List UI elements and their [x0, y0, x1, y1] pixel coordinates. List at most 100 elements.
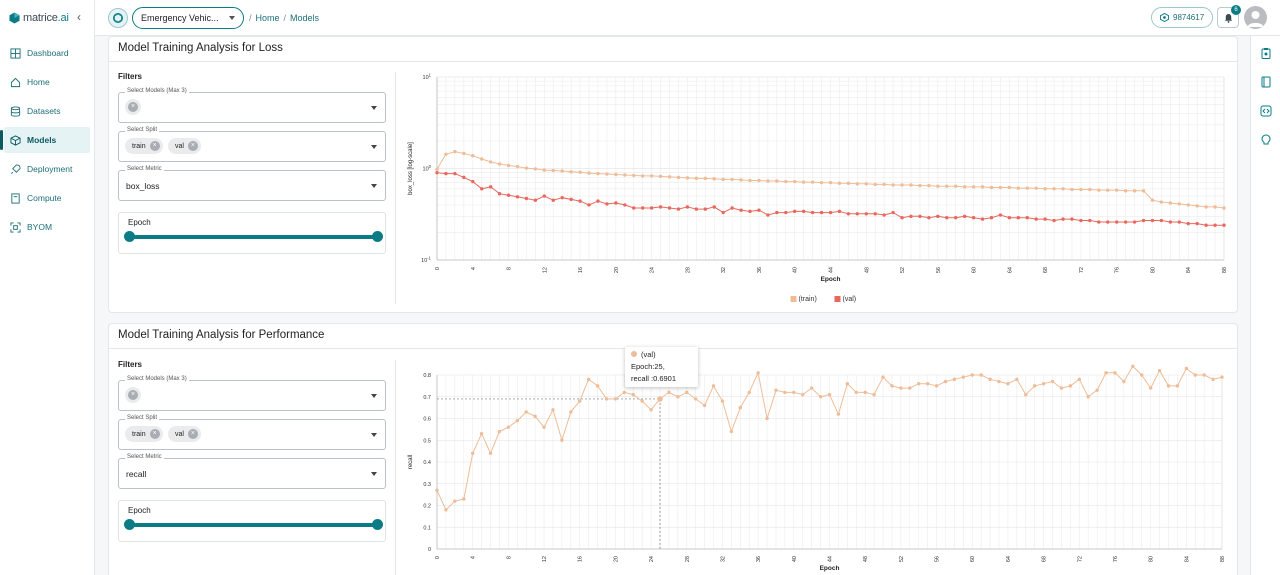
- breadcrumb-home[interactable]: Home: [255, 13, 280, 23]
- epoch-slider-min-handle[interactable]: [124, 519, 135, 530]
- clipboard-icon[interactable]: [1260, 47, 1272, 59]
- data-point: [488, 451, 493, 455]
- x-tick-label: 20: [613, 556, 619, 562]
- split-chip-val[interactable]: val ×: [168, 426, 201, 442]
- select-models-field[interactable]: Select Models (Max 3) ×: [118, 88, 386, 123]
- data-point: [1177, 202, 1181, 206]
- data-point: [471, 179, 475, 184]
- data-point: [1186, 203, 1190, 207]
- data-point: [792, 390, 796, 395]
- scan-icon: [10, 221, 21, 233]
- data-point: [524, 166, 529, 170]
- data-point: [793, 179, 797, 184]
- sidebar-item-home[interactable]: Home: [0, 69, 95, 95]
- epoch-label: Epoch: [128, 506, 151, 515]
- data-point: [1131, 364, 1135, 368]
- close-icon[interactable]: ×: [149, 141, 160, 151]
- sidebar-item-datasets[interactable]: Datasets: [0, 98, 95, 124]
- close-icon[interactable]: ×: [187, 141, 198, 151]
- breadcrumb-models[interactable]: Models: [290, 13, 320, 23]
- epoch-slider[interactable]: [124, 519, 383, 530]
- model-chip[interactable]: ×: [125, 387, 141, 403]
- code-icon[interactable]: [1260, 105, 1272, 117]
- close-icon[interactable]: ×: [128, 390, 138, 400]
- model-chip[interactable]: ×: [125, 99, 141, 115]
- collapse-sidebar-icon[interactable]: ‹: [77, 10, 81, 24]
- chevron-down-icon: [371, 106, 377, 110]
- data-point: [533, 414, 537, 419]
- logo[interactable]: matrice.ai: [9, 9, 69, 27]
- data-point: [855, 182, 860, 186]
- data-point: [506, 425, 511, 429]
- data-point: [551, 408, 555, 412]
- x-axis-label: Epoch: [821, 276, 841, 283]
- lightbulb-icon[interactable]: [1260, 134, 1272, 146]
- data-point: [1070, 187, 1074, 192]
- sidebar-item-byom[interactable]: BYOM: [0, 214, 95, 240]
- data-point: [453, 149, 457, 154]
- split-chip-train[interactable]: train ×: [125, 426, 163, 442]
- epoch-slider-max-handle[interactable]: [372, 519, 383, 530]
- data-point: [828, 210, 833, 215]
- data-point: [756, 371, 760, 375]
- data-point: [927, 183, 931, 188]
- close-icon[interactable]: ×: [128, 102, 138, 112]
- select-metric-field[interactable]: Select Metric recall: [118, 454, 386, 489]
- data-point: [444, 171, 448, 176]
- data-point: [649, 206, 654, 210]
- recall-chart-svg: 00.10.20.30.40.50.60.70.80 4 8 12 16 20 24 28 32…: [408, 364, 1226, 572]
- sidebar-item-dashboard[interactable]: Dashboard: [0, 40, 95, 66]
- sidebar-item-compute[interactable]: Compute: [0, 185, 95, 211]
- data-point: [1177, 220, 1181, 224]
- data-point: [882, 182, 886, 187]
- select-split-field[interactable]: Select Split train × val ×: [118, 415, 386, 450]
- book-icon[interactable]: [1260, 76, 1272, 88]
- data-point: [524, 410, 528, 414]
- close-icon[interactable]: ×: [187, 429, 198, 439]
- close-icon[interactable]: ×: [149, 429, 160, 439]
- data-point: [980, 185, 985, 189]
- data-point: [649, 174, 654, 178]
- y-tick-label: 0.4: [423, 460, 431, 466]
- data-point: [784, 179, 788, 184]
- x-axis-label: Epoch: [820, 565, 840, 572]
- select-metric-field[interactable]: Select Metric box_loss: [118, 166, 386, 201]
- loss-chart: 101 100 10-1 0 4 8 12 16 20 24 28 32 36 40 44 48 52 56 60 6…: [400, 67, 1232, 310]
- data-point: [649, 408, 653, 412]
- select-split-field[interactable]: Select Split train × val ×: [118, 127, 386, 162]
- y-axis-label: box_loss [log-scale]: [408, 142, 414, 195]
- data-point: [596, 199, 600, 203]
- epoch-slider-min-handle[interactable]: [124, 231, 135, 242]
- sidebar-item-label: Home: [27, 77, 50, 87]
- legend-swatch: [790, 296, 797, 302]
- x-tick-label: 4: [471, 556, 477, 559]
- data-point: [444, 508, 448, 512]
- data-point: [909, 214, 913, 219]
- data-point: [1204, 205, 1208, 209]
- epoch-slider[interactable]: [124, 231, 383, 242]
- notifications-button[interactable]: 6: [1217, 5, 1241, 28]
- credits-badge[interactable]: 9874617: [1151, 7, 1213, 28]
- data-point: [784, 210, 788, 215]
- sidebar-item-deployment[interactable]: Deployment: [0, 156, 95, 182]
- data-point: [524, 196, 529, 201]
- split-chip-train[interactable]: train ×: [125, 138, 163, 154]
- split-chip-val[interactable]: val ×: [168, 138, 201, 154]
- avatar[interactable]: [1244, 6, 1267, 29]
- data-point: [748, 178, 752, 183]
- data-point: [471, 154, 475, 158]
- sidebar-item-models[interactable]: Models: [0, 127, 90, 153]
- data-point: [846, 212, 851, 216]
- project-select[interactable]: Emergency Vehic...: [132, 7, 244, 29]
- x-tick-label: 80: [1150, 267, 1156, 273]
- coin-icon: [1160, 13, 1169, 22]
- select-models-field[interactable]: Select Models (Max 3) ×: [118, 376, 386, 411]
- data-point: [819, 210, 824, 215]
- data-point: [945, 184, 949, 188]
- x-tick-label: 76: [1115, 267, 1121, 273]
- data-point: [462, 175, 466, 180]
- epoch-slider-max-handle[interactable]: [372, 231, 383, 242]
- data-point: [1220, 375, 1224, 379]
- data-point: [657, 396, 663, 402]
- filters-title: Filters: [118, 72, 143, 81]
